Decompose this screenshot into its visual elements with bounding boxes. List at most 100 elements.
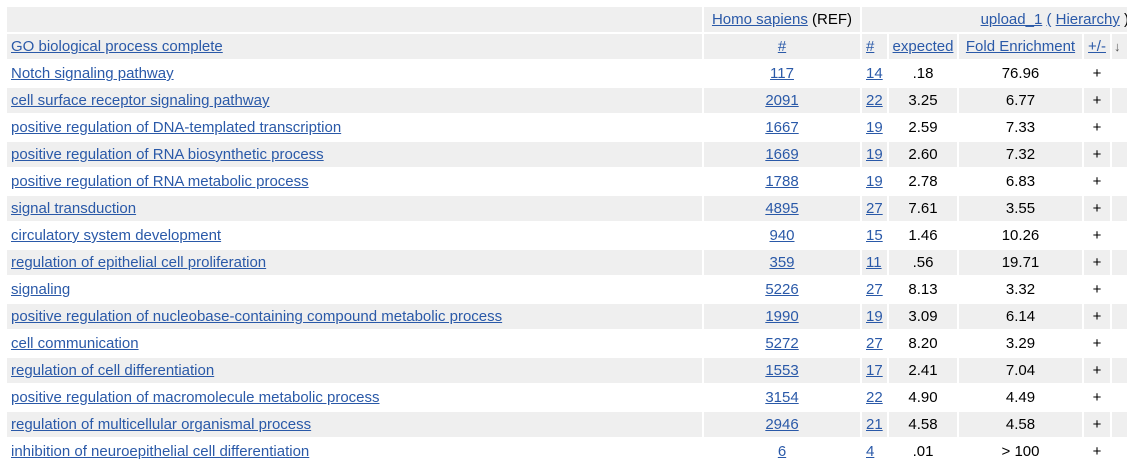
ref-count-cell: 117: [704, 61, 862, 88]
go-term-link[interactable]: inhibition of neuroepithelial cell diffe…: [11, 443, 310, 460]
count-cell: 21: [862, 412, 889, 439]
expected-cell: 8.20: [889, 331, 959, 358]
ref-count-link[interactable]: 1553: [765, 362, 799, 379]
term-cell: regulation of multicellular organismal p…: [7, 412, 704, 439]
term-cell: positive regulation of RNA biosynthetic …: [7, 142, 704, 169]
sort-by-expected-link[interactable]: expected: [892, 38, 954, 55]
table-row: positive regulation of RNA metabolic pro…: [7, 169, 1127, 196]
fold-enrichment-cell: 7.32: [959, 142, 1084, 169]
ref-count-cell: 359: [704, 250, 862, 277]
extra-cell: [1112, 358, 1127, 385]
go-term-link[interactable]: regulation of multicellular organismal p…: [11, 416, 312, 433]
ref-count-link[interactable]: 1667: [765, 119, 799, 136]
count-link[interactable]: 27: [866, 335, 883, 352]
ref-count-link[interactable]: 5272: [765, 335, 799, 352]
go-term-link[interactable]: cell surface receptor signaling pathway: [11, 92, 270, 109]
ref-count-link[interactable]: 1669: [765, 146, 799, 163]
column-expected-header: expected: [889, 34, 959, 61]
direction-cell: +: [1084, 115, 1112, 142]
hierarchy-open-paren: (: [1046, 11, 1052, 28]
count-link[interactable]: 27: [866, 200, 883, 217]
count-cell: 4: [862, 439, 889, 466]
ref-organism-link[interactable]: Homo sapiens: [711, 11, 808, 28]
count-cell: 19: [862, 115, 889, 142]
ref-count-link[interactable]: 359: [769, 254, 795, 271]
count-link[interactable]: 21: [866, 416, 883, 433]
results-body: Notch signaling pathway 117 14.18 76.96 + cel…: [7, 61, 1127, 466]
count-link[interactable]: 15: [866, 227, 883, 244]
go-term-link[interactable]: Notch signaling pathway: [11, 65, 174, 82]
extra-cell: [1112, 142, 1127, 169]
go-term-link[interactable]: regulation of cell differentiation: [11, 362, 215, 379]
extra-cell: [1112, 61, 1127, 88]
fold-enrichment-cell: 3.32: [959, 277, 1084, 304]
direction-cell: +: [1084, 277, 1112, 304]
go-term-link[interactable]: signaling: [11, 281, 71, 298]
expected-cell: 3.25: [889, 88, 959, 115]
count-link[interactable]: 19: [866, 146, 883, 163]
ref-count-cell: 1788: [704, 169, 862, 196]
hierarchy-link[interactable]: Hierarchy: [1055, 11, 1120, 28]
sort-arrow-icon[interactable]: ↓: [1114, 39, 1121, 54]
go-term-link[interactable]: positive regulation of macromolecule met…: [11, 389, 380, 406]
fold-enrichment-cell: 3.29: [959, 331, 1084, 358]
ref-count-link[interactable]: 117: [770, 65, 794, 82]
ref-count-link[interactable]: 4895: [765, 200, 799, 217]
count-link[interactable]: 22: [866, 92, 883, 109]
upload-link[interactable]: upload_1: [980, 11, 1043, 28]
count-link[interactable]: 19: [866, 308, 883, 325]
term-cell: regulation of cell differentiation: [7, 358, 704, 385]
direction-cell: +: [1084, 412, 1112, 439]
count-link[interactable]: 11: [866, 254, 882, 271]
term-cell: inhibition of neuroepithelial cell diffe…: [7, 439, 704, 466]
expected-cell: 8.13: [889, 277, 959, 304]
go-term-link[interactable]: signal transduction: [11, 200, 137, 217]
ref-count-link[interactable]: 940: [769, 227, 795, 244]
go-term-link[interactable]: regulation of epithelial cell proliferat…: [11, 254, 267, 271]
go-term-link[interactable]: cell communication: [11, 335, 139, 352]
fold-enrichment-cell: 3.55: [959, 196, 1084, 223]
fold-enrichment-cell: 6.77: [959, 88, 1084, 115]
ref-count-cell: 2946: [704, 412, 862, 439]
count-link[interactable]: 27: [866, 281, 883, 298]
ref-count-link[interactable]: 3154: [765, 389, 799, 406]
count-link[interactable]: 19: [866, 173, 883, 190]
column-count-header: #: [862, 34, 889, 61]
count-cell: 27: [862, 331, 889, 358]
go-term-link[interactable]: positive regulation of DNA-templated tra…: [11, 119, 342, 136]
enrichment-results-table: Homo sapiens (REF) upload_1 ( Hierarchy …: [7, 7, 1127, 466]
fold-enrichment-cell: 76.96: [959, 61, 1084, 88]
term-cell: positive regulation of macromolecule met…: [7, 385, 704, 412]
go-term-link[interactable]: circulatory system development: [11, 227, 222, 244]
ref-count-link[interactable]: 1990: [765, 308, 799, 325]
table-row: cell communication 5272 27 8.20 3.29 +: [7, 331, 1127, 358]
ref-count-link[interactable]: 1788: [765, 173, 799, 190]
sort-by-fold-link[interactable]: Fold Enrichment: [965, 38, 1076, 55]
extra-cell: [1112, 88, 1127, 115]
count-link[interactable]: 4: [866, 443, 875, 460]
count-cell: 17: [862, 358, 889, 385]
direction-cell: +: [1084, 88, 1112, 115]
sort-by-term-link[interactable]: GO biological process complete: [11, 38, 223, 55]
fold-enrichment-cell: 7.33: [959, 115, 1084, 142]
sort-by-direction-link[interactable]: +/-: [1088, 38, 1106, 55]
ref-count-link[interactable]: 2946: [765, 416, 799, 433]
term-cell: signal transduction: [7, 196, 704, 223]
go-term-link[interactable]: positive regulation of RNA biosynthetic …: [11, 146, 324, 163]
direction-cell: +: [1084, 196, 1112, 223]
ref-count-link[interactable]: 6: [777, 443, 787, 460]
count-link[interactable]: 22: [866, 389, 883, 406]
count-link[interactable]: 19: [866, 119, 883, 136]
ref-count-link[interactable]: 2091: [765, 92, 799, 109]
ref-count-cell: 5226: [704, 277, 862, 304]
sort-by-ref-count-link[interactable]: #: [777, 38, 787, 55]
count-cell: 19: [862, 169, 889, 196]
count-link[interactable]: 17: [866, 362, 883, 379]
ref-count-cell: 6: [704, 439, 862, 466]
count-link[interactable]: 14: [866, 65, 883, 82]
go-term-link[interactable]: positive regulation of RNA metabolic pro…: [11, 173, 309, 190]
sort-by-count-link[interactable]: #: [866, 38, 875, 55]
go-term-link[interactable]: positive regulation of nucleobase-contai…: [11, 308, 503, 325]
table-row: regulation of cell differentiation 1553 17…: [7, 358, 1127, 385]
ref-count-link[interactable]: 5226: [765, 281, 799, 298]
